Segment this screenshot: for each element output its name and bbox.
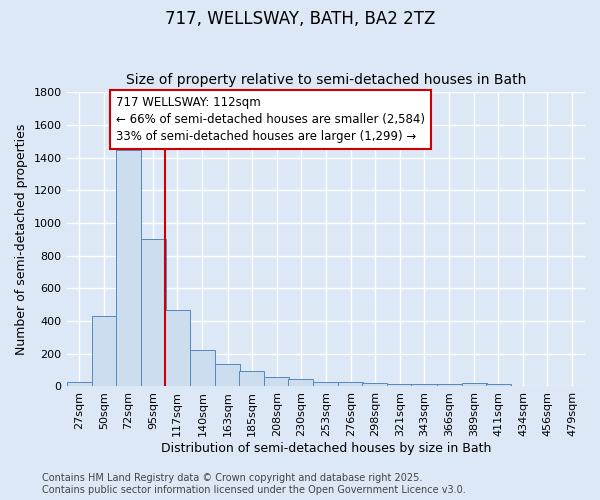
Bar xyxy=(264,376,289,386)
Bar xyxy=(388,384,413,386)
Bar xyxy=(239,371,264,386)
Text: 717 WELLSWAY: 112sqm
← 66% of semi-detached houses are smaller (2,584)
33% of se: 717 WELLSWAY: 112sqm ← 66% of semi-detac… xyxy=(116,96,425,142)
Bar xyxy=(313,382,338,386)
Y-axis label: Number of semi-detached properties: Number of semi-detached properties xyxy=(15,124,28,355)
Bar xyxy=(485,384,511,386)
Bar xyxy=(165,310,190,386)
Bar xyxy=(338,382,364,386)
Bar xyxy=(412,384,437,386)
Bar xyxy=(288,379,313,386)
Bar xyxy=(67,382,92,386)
Text: Contains HM Land Registry data © Crown copyright and database right 2025.
Contai: Contains HM Land Registry data © Crown c… xyxy=(42,474,466,495)
Bar xyxy=(362,383,388,386)
Bar xyxy=(92,316,117,386)
Bar xyxy=(215,364,240,386)
Title: Size of property relative to semi-detached houses in Bath: Size of property relative to semi-detach… xyxy=(125,73,526,87)
X-axis label: Distribution of semi-detached houses by size in Bath: Distribution of semi-detached houses by … xyxy=(161,442,491,455)
Bar xyxy=(190,350,215,387)
Text: 717, WELLSWAY, BATH, BA2 2TZ: 717, WELLSWAY, BATH, BA2 2TZ xyxy=(165,10,435,28)
Bar xyxy=(116,150,141,386)
Bar xyxy=(461,383,487,386)
Bar xyxy=(141,240,166,386)
Bar xyxy=(437,384,461,386)
